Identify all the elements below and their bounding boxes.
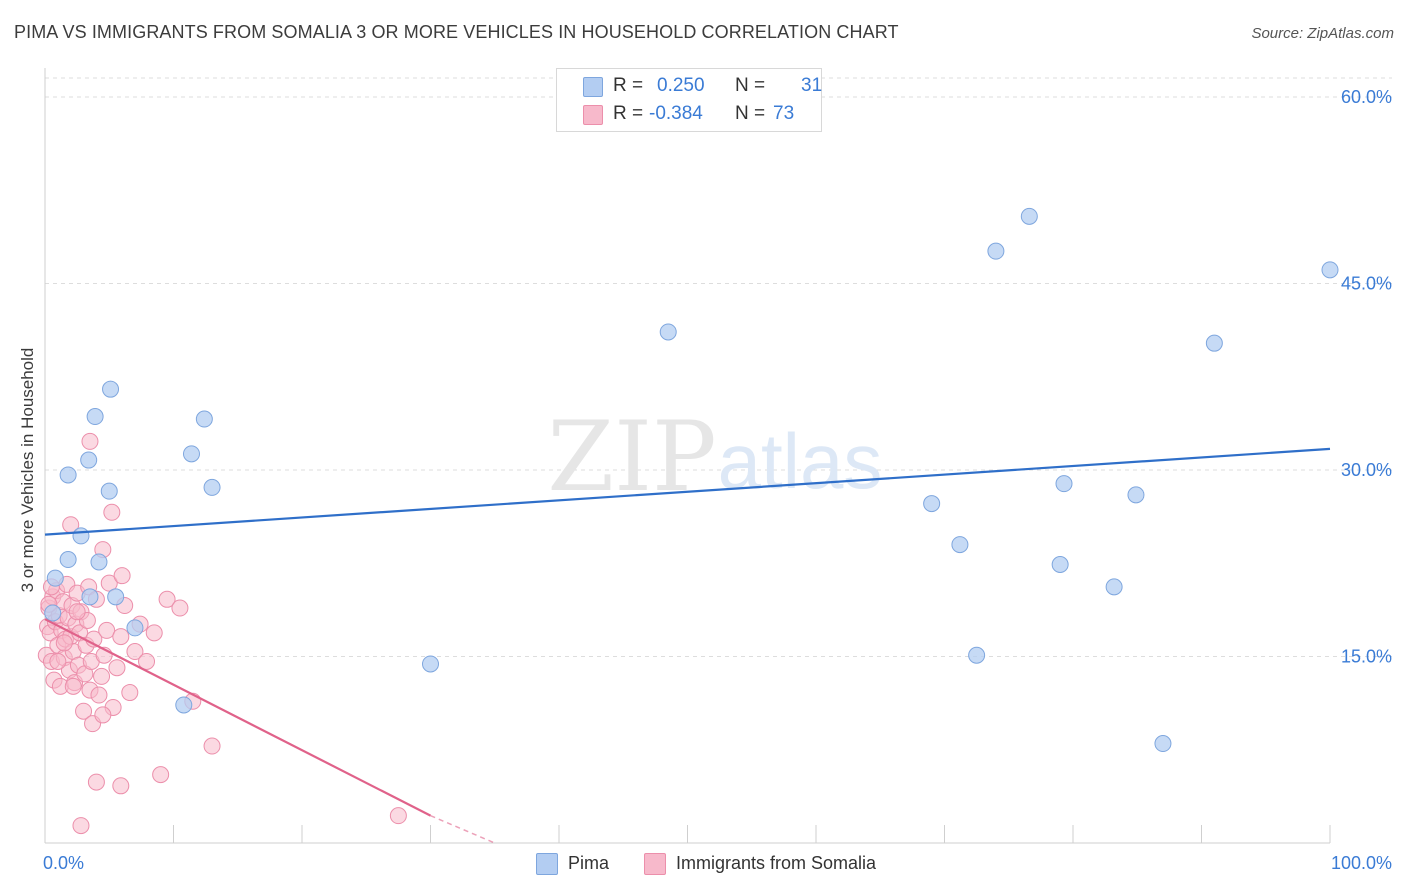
pima-point — [923, 495, 941, 513]
somalia-point — [145, 624, 163, 642]
somalia-point — [100, 574, 118, 592]
pima-point — [102, 380, 120, 398]
somalia-point — [389, 807, 407, 825]
somalia-point — [93, 667, 111, 685]
somalia-point — [75, 702, 93, 720]
somalia-points — [37, 432, 407, 835]
somalia-point — [171, 599, 189, 617]
somalia-point — [55, 634, 73, 652]
trend-lines — [44, 447, 1331, 844]
somalia-swatch — [583, 105, 603, 125]
somalia-point — [68, 603, 86, 621]
pima-point — [59, 466, 77, 484]
pima-point — [195, 410, 213, 428]
somalia-point — [103, 503, 121, 521]
somalia-point — [98, 621, 116, 639]
pima-point — [1055, 475, 1073, 493]
pima-point — [59, 551, 77, 569]
axis-layer — [44, 68, 1331, 844]
tick-labels: 15.0% 30.0% 45.0% 60.0% 0.0% 100.0% — [43, 87, 1392, 873]
watermark-zip: ZIP — [547, 401, 716, 513]
watermark: ZIP atlas — [547, 401, 882, 513]
somalia-point — [112, 777, 130, 795]
bottom-legend-label: Pima — [568, 853, 610, 873]
pima-point — [951, 536, 969, 554]
chart-source: Source: ZipAtlas.com — [1251, 25, 1394, 42]
y-tick-label: 45.0% — [1341, 274, 1392, 294]
somalia-point — [72, 817, 90, 835]
legend-r-value: -0.384 — [649, 103, 703, 124]
watermark-atlas: atlas — [718, 417, 883, 505]
x-tick-label: 100.0% — [1331, 853, 1392, 873]
somalia-point — [64, 677, 82, 695]
y-tick-label: 60.0% — [1341, 87, 1392, 107]
somalia-point — [138, 652, 156, 670]
pima-point — [968, 646, 986, 664]
pima-point — [1051, 555, 1069, 573]
somalia-point — [203, 737, 221, 755]
pima-point — [182, 445, 200, 463]
pima-point — [422, 655, 439, 673]
pima-point — [1127, 486, 1145, 504]
somalia-point — [158, 590, 176, 608]
somalia-point — [113, 567, 131, 585]
pima-point — [72, 527, 90, 545]
pima-point — [1020, 207, 1038, 225]
pima-point — [44, 604, 62, 622]
legend-r-label: R = — [613, 103, 644, 124]
pima-point — [175, 696, 193, 714]
pima-point — [659, 323, 677, 341]
pima-point — [46, 569, 64, 587]
pima-point — [100, 482, 118, 500]
somalia-trend-line — [44, 618, 431, 817]
pima-point — [80, 451, 98, 469]
correlation-legend: R = 0.250 N = 31 R = -0.384 N = 73 — [556, 68, 822, 132]
somalia-swatch — [644, 853, 666, 875]
pima-trend-line — [44, 447, 1331, 536]
somalia-point — [152, 766, 170, 784]
pima-points — [44, 207, 1339, 753]
pima-point — [1105, 578, 1123, 596]
somalia-trend-extension — [430, 814, 496, 844]
x-tick-label: 0.0% — [43, 853, 84, 873]
pima-point — [987, 242, 1005, 260]
somalia-point — [81, 432, 99, 450]
pima-point — [90, 553, 108, 571]
legend-r-label: R = — [613, 75, 644, 96]
somalia-point — [87, 773, 105, 791]
somalia-point — [49, 652, 67, 670]
y-tick-label: 15.0% — [1341, 647, 1392, 667]
legend-n-label: N = — [735, 103, 766, 124]
y-tick-label: 30.0% — [1341, 460, 1392, 480]
somalia-point — [94, 706, 112, 724]
pima-point — [203, 478, 221, 496]
pima-point — [1205, 334, 1223, 352]
somalia-point — [90, 686, 108, 704]
legend-n-value: 73 — [773, 103, 795, 124]
pima-point — [86, 408, 104, 426]
somalia-point — [108, 659, 126, 677]
somalia-point — [126, 643, 144, 661]
chart-title: PIMA VS IMMIGRANTS FROM SOMALIA 3 OR MOR… — [14, 22, 899, 42]
bottom-legend-label: Immigrants from Somalia — [676, 853, 877, 873]
somalia-point — [112, 628, 130, 646]
legend-n-label: N = — [735, 75, 766, 96]
pima-point — [107, 588, 125, 606]
somalia-point — [121, 684, 139, 702]
pima-swatch — [583, 77, 603, 97]
grid-layer — [45, 77, 1392, 657]
pima-swatch — [536, 853, 558, 875]
pima-point — [126, 619, 144, 637]
legend-n-value: 31 — [801, 75, 823, 96]
legend-r-value: 0.250 — [657, 75, 705, 96]
pima-point — [1321, 261, 1339, 279]
pima-point — [1154, 735, 1172, 753]
pima-point — [81, 588, 99, 606]
